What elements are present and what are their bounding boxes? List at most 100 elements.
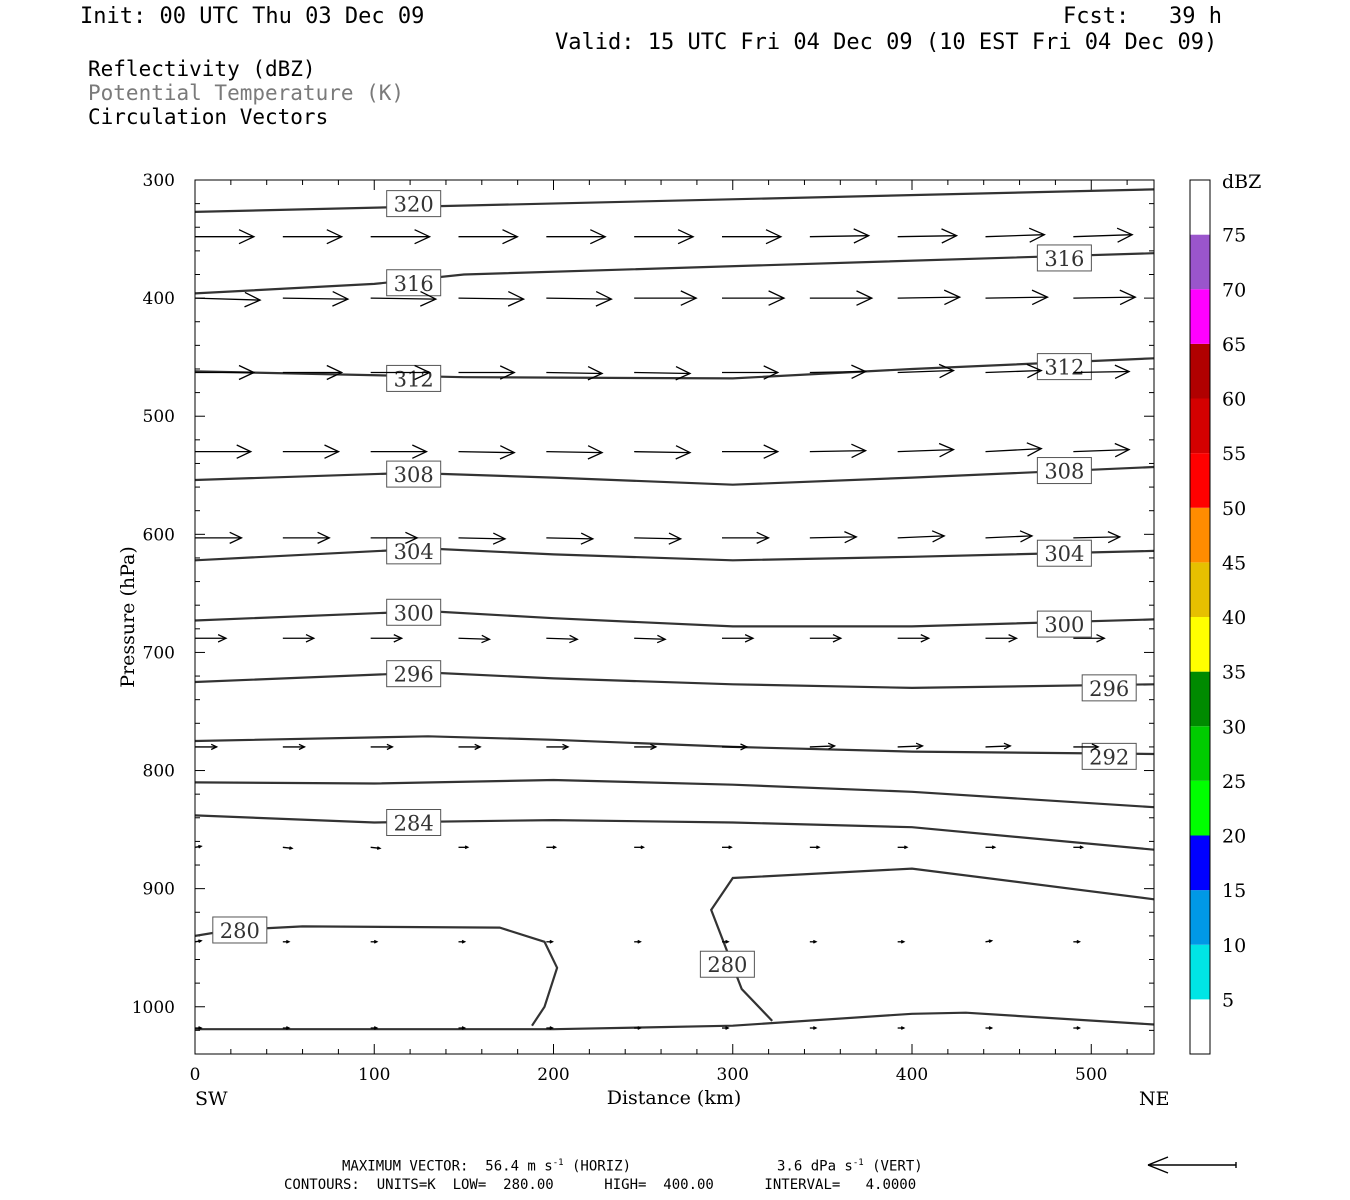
y-tick-label: 500: [143, 407, 175, 427]
y-tick-label: 300: [143, 171, 175, 191]
contour-label-box: [212, 916, 268, 944]
colorbar-segment: [1190, 617, 1210, 672]
forecast-hour: Fcst: 39 h: [1063, 4, 1222, 29]
colorbar-segment: [1190, 671, 1210, 727]
colorbar-segment: [1190, 453, 1210, 508]
circulation-vector: [809, 364, 868, 379]
contour-label: 296: [394, 663, 434, 687]
contour-label: 304: [1044, 542, 1084, 566]
x-tick-label: 100: [358, 1065, 390, 1085]
circulation-vector: [897, 228, 959, 244]
circulation-vector: [282, 364, 344, 381]
colorbar-segment: [1190, 835, 1210, 891]
x-tick-label: 500: [1075, 1065, 1107, 1085]
circulation-vector: [458, 532, 507, 545]
colorbar-label: 75: [1222, 225, 1246, 247]
contour-label: 320: [394, 193, 434, 217]
circulation-vector: [195, 291, 262, 308]
field-reflectivity: Reflectivity (dBZ): [88, 57, 316, 81]
circulation-vector: [809, 634, 843, 643]
colorbar-segment: [1190, 343, 1210, 399]
max-vector-text: MAXIMUM VECTOR: 56.4 m s: [342, 1158, 553, 1175]
circulation-vector: [722, 845, 733, 850]
circulation-vector: [985, 363, 1043, 379]
circulation-vector: [985, 289, 1050, 306]
circulation-vector: [282, 939, 291, 944]
circulation-vector: [458, 365, 516, 380]
circulation-vector: [634, 445, 692, 460]
circulation-vector: [809, 742, 837, 750]
colorbar-label: 5: [1222, 989, 1234, 1011]
colorbar-label: 40: [1222, 607, 1246, 629]
colorbar-label: 10: [1222, 935, 1246, 957]
colorbar-segment: [1190, 944, 1210, 1000]
circulation-vector: [458, 743, 482, 751]
contour-info: CONTOURS: UNITS=K LOW= 280.00 HIGH= 400.…: [284, 1177, 917, 1193]
contour-label: 308: [394, 463, 434, 487]
circulation-vector: [1073, 289, 1137, 306]
circulation-vector: [985, 530, 1034, 543]
field-potential-temperature: Potential Temperature (K): [88, 81, 405, 105]
colorbar-label: 65: [1222, 334, 1246, 356]
circulation-vector: [1073, 634, 1106, 643]
contour-label: 300: [1044, 613, 1084, 637]
colorbar-label: 20: [1222, 826, 1246, 848]
contour-label: 300: [394, 601, 434, 625]
circulation-vector: [458, 845, 470, 850]
circulation-vector: [282, 229, 344, 245]
circulation-vector: [546, 229, 607, 245]
contour-label-box: [386, 190, 442, 218]
circulation-vector: [370, 743, 394, 751]
circulation-vector: [546, 939, 554, 944]
contour-label-box: [386, 269, 442, 297]
circulation-vector: [897, 742, 925, 750]
circulation-vector: [985, 742, 1012, 750]
contour-label: 292: [1089, 745, 1129, 769]
colorbar-segment: [1190, 562, 1210, 617]
contour-320: [195, 188, 1154, 213]
circulation-vector: [1073, 531, 1122, 544]
y-tick-label: 700: [143, 643, 175, 663]
circulation-vector: [195, 364, 256, 381]
contour-label-box: [699, 950, 755, 978]
circulation-vector: [897, 442, 956, 458]
colorbar-segment: [1190, 890, 1210, 945]
colorbar-label: 60: [1222, 389, 1246, 411]
init-time: Init: 00 UTC Thu 03 Dec 09: [80, 4, 425, 29]
contour-label-box: [386, 809, 442, 837]
circulation-vector: [370, 1026, 379, 1030]
circulation-vector: [370, 364, 432, 381]
circulation-vector: [546, 532, 595, 545]
circulation-vector: [546, 291, 613, 307]
max-vector-vert-text: 3.6 dPa s: [777, 1158, 853, 1175]
circulation-vector: [458, 1026, 467, 1030]
circulation-vector: [458, 445, 516, 460]
circulation-vector: [370, 531, 419, 544]
circulation-vector: [370, 444, 429, 459]
circulation-vector: [809, 290, 874, 306]
colorbar-label: 55: [1222, 443, 1246, 465]
circulation-vector: [370, 229, 432, 245]
circulation-vector: [458, 229, 519, 245]
colorbar-segment: [1190, 726, 1210, 781]
circulation-vector: [370, 846, 382, 850]
max-vector-vert: 3.6 dPa s-1 (VERT): [777, 1158, 923, 1175]
circulation-vector: [722, 444, 780, 459]
circulation-vector: [1073, 939, 1081, 944]
circulation-vector: [897, 289, 962, 306]
contour-label: 280: [220, 919, 260, 943]
contour-label: 308: [1044, 460, 1084, 484]
contour-label: 312: [1044, 356, 1084, 380]
circulation-vector: [458, 634, 492, 644]
x-tick-label: 0: [190, 1065, 201, 1085]
circulation-vector: [195, 939, 203, 944]
circulation-vector: [546, 1026, 554, 1030]
circulation-vector: [282, 444, 341, 459]
x-tick-label: 200: [537, 1065, 569, 1085]
circulation-vector: [1073, 442, 1131, 458]
circulation-vector: [634, 939, 642, 944]
y-tick-label: 900: [143, 880, 175, 900]
circulation-vector: [634, 366, 692, 381]
circulation-vector: [282, 531, 331, 544]
colorbar-segment: [1190, 289, 1210, 344]
